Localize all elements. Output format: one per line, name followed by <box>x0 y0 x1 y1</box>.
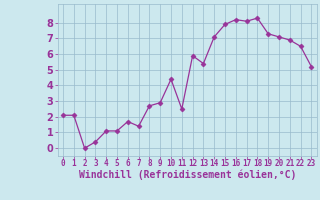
X-axis label: Windchill (Refroidissement éolien,°C): Windchill (Refroidissement éolien,°C) <box>78 170 296 180</box>
